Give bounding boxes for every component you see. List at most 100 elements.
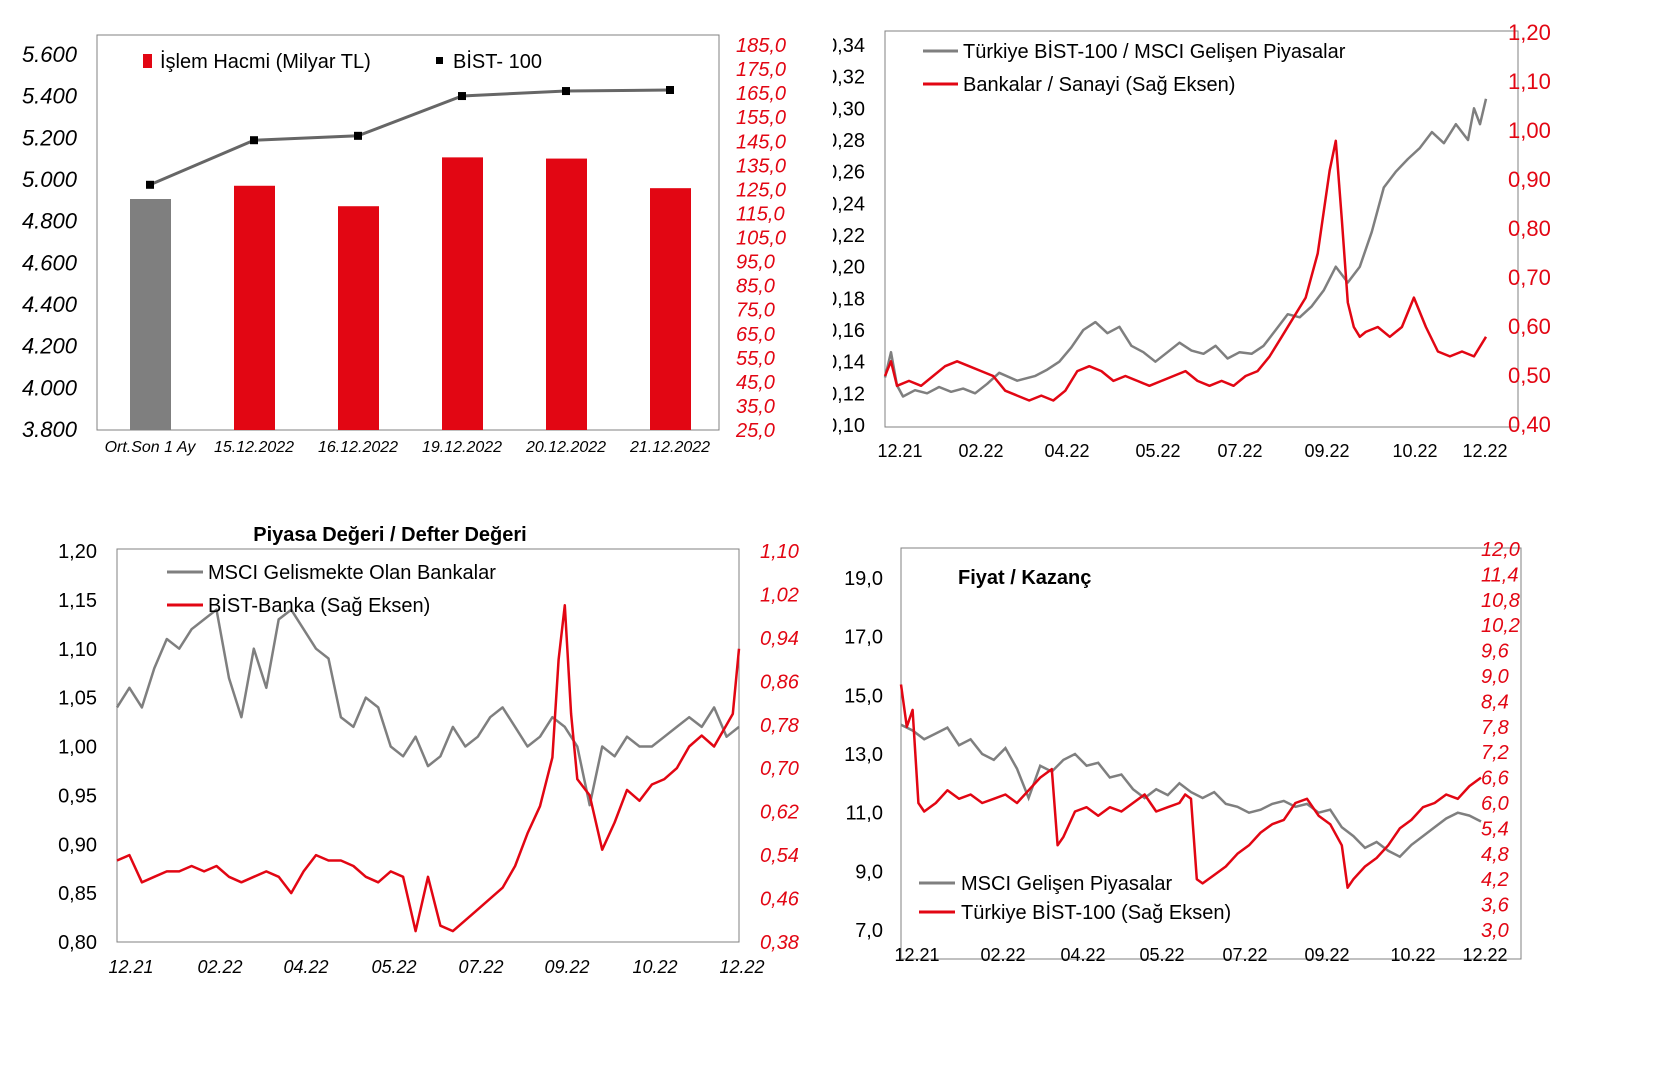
axis-tick-label: 0,12 <box>833 383 865 405</box>
pd-dd-chart: Piyasa Değeri / Defter Değeri 0,800,850,… <box>58 524 800 977</box>
legend-label-bank: BİST-Banka (Sağ Eksen) <box>208 594 430 617</box>
x-tick-label: Ort.Son 1 Ay <box>105 439 197 456</box>
axis-tick-label: 13,0 <box>844 744 883 766</box>
volume-bar <box>650 188 691 430</box>
plot-area-frame <box>900 547 1522 960</box>
axis-tick-label: 95,0 <box>736 252 775 274</box>
axis-tick-label: 0,54 <box>760 845 799 867</box>
series-lines <box>115 604 741 933</box>
axis-tick-label: 0,78 <box>760 715 799 737</box>
axis-tick-label: 0,38 <box>760 932 799 954</box>
bist-bank-line <box>116 604 741 933</box>
x-tick-label: 12.22 <box>1462 441 1507 461</box>
legend: İşlem Hacmi (Milyar TL) BİST- 100 <box>143 50 542 73</box>
axis-tick-label: 0,80 <box>1508 216 1551 241</box>
x-tick-label: 12.21 <box>108 957 153 977</box>
axis-tick-label: 0,95 <box>58 785 97 807</box>
x-tick-label: 02.22 <box>980 945 1025 965</box>
x-tick-label: 10.22 <box>1392 441 1437 461</box>
axis-tick-label: 105,0 <box>736 228 786 250</box>
axis-tick-label: 5.000 <box>22 167 78 192</box>
axis-tick-label: 9,0 <box>855 861 883 883</box>
axis-tick-label: 0,34 <box>833 35 865 57</box>
axis-tick-label: 5.400 <box>22 84 78 109</box>
volume-bar <box>234 185 275 430</box>
plot-area-frame <box>96 34 720 431</box>
axis-tick-label: 4.600 <box>22 250 78 275</box>
axis-tick-label: 10,2 <box>1481 615 1520 637</box>
axis-tick-label: 10,8 <box>1481 590 1520 612</box>
series-lines <box>883 98 1488 402</box>
axis-tick-label: 1,02 <box>760 584 799 606</box>
axis-tick-label: 17,0 <box>844 627 883 649</box>
x-tick-label: 04.22 <box>283 957 328 977</box>
x-axis-labels: 12.21 02.22 04.22 05.22 07.22 09.22 10.22 12.22 <box>108 957 764 977</box>
axis-tick-label: 0,22 <box>833 225 865 247</box>
axis-tick-label: 0,70 <box>1508 265 1551 290</box>
axis-tick-label: 135,0 <box>736 155 786 177</box>
axis-tick-label: 0,26 <box>833 162 865 184</box>
axis-tick-label: 1,10 <box>1508 69 1551 94</box>
axis-tick-label: 0,70 <box>760 758 799 780</box>
x-tick-label: 10.22 <box>632 957 677 977</box>
legend-label-bist: Türkiye BİST-100 (Sağ Eksen) <box>961 901 1231 924</box>
axis-tick-label: 0,32 <box>833 67 865 89</box>
legend: Türkiye BİST-100 / MSCI Gelişen Piyasala… <box>923 40 1346 96</box>
right-axis-ticks: 3,0 3,6 4,2 4,8 5,4 6,0 6,6 7,2 7,8 8,4 9,0 9,6 10,2… <box>1481 539 1520 942</box>
msci-banks-line <box>115 608 740 807</box>
axis-tick-label: 12,0 <box>1481 539 1520 561</box>
x-tick-label: 12.22 <box>719 957 764 977</box>
axis-tick-label: 75,0 <box>736 300 775 322</box>
legend: MSCI Gelişen Piyasalar Türkiye BİST-100 … <box>919 873 1231 924</box>
banks-industry-line <box>883 139 1488 402</box>
ratio-line <box>883 98 1488 398</box>
x-tick-label: 05.22 <box>1139 945 1184 965</box>
axis-tick-label: 7,0 <box>855 920 883 942</box>
x-tick-label: 09.22 <box>1304 945 1349 965</box>
axis-tick-label: 8,4 <box>1481 691 1509 713</box>
axis-tick-label: 125,0 <box>736 179 786 201</box>
islem-hacmi-chart: 3.800 4.000 4.200 4.400 4.600 4.800 5.000 5.200… <box>22 34 786 456</box>
legend-label-ratio: Türkiye BİST-100 / MSCI Gelişen Piyasala… <box>963 40 1346 63</box>
x-tick-label: 16.12.2022 <box>318 439 398 456</box>
axis-tick-label: 0,20 <box>833 257 865 279</box>
axis-tick-label: 11,4 <box>1481 564 1518 586</box>
axis-tick-label: 0,16 <box>833 320 865 342</box>
x-tick-label: 12.21 <box>894 945 939 965</box>
axis-tick-label: 9,0 <box>1481 666 1509 688</box>
legend-label-msci: MSCI Gelişen Piyasalar <box>961 873 1173 895</box>
x-tick-label: 10.22 <box>1390 945 1435 965</box>
axis-tick-label: 5,4 <box>1481 818 1509 840</box>
axis-tick-label: 165,0 <box>736 83 786 105</box>
axis-tick-label: 0,28 <box>833 130 865 152</box>
bist100-point <box>146 180 154 189</box>
x-tick-label: 07.22 <box>1217 441 1262 461</box>
left-axis-ticks: 0,10 0,12 0,14 0,16 0,18 0,20 0,22 0,24 0,26 0,28… <box>833 35 865 437</box>
legend-label-bist: BİST- 100 <box>453 50 542 73</box>
x-axis-labels: 12.21 02.22 04.22 05.22 07.22 09.22 10.22 12.22 <box>894 945 1507 965</box>
x-tick-label: 09.22 <box>544 957 589 977</box>
plot-area-frame <box>116 548 740 943</box>
x-tick-label: 19.12.2022 <box>422 439 502 456</box>
axis-tick-label: 4,2 <box>1481 869 1509 891</box>
axis-tick-label: 25,0 <box>735 420 775 442</box>
axis-tick-label: 19,0 <box>844 568 883 590</box>
axis-tick-label: 7,2 <box>1481 742 1509 764</box>
x-tick-label: 09.22 <box>1304 441 1349 461</box>
axis-tick-label: 0,90 <box>58 834 97 856</box>
axis-tick-label: 0,90 <box>1508 167 1551 192</box>
x-tick-label: 07.22 <box>458 957 503 977</box>
axis-tick-label: 0,30 <box>833 98 865 120</box>
volume-bar <box>338 206 379 430</box>
x-axis-labels: Ort.Son 1 Ay 15.12.2022 16.12.2022 19.12.20… <box>105 439 711 456</box>
axis-tick-label: 6,6 <box>1481 768 1510 790</box>
legend-label-banks: Bankalar / Sanayi (Sağ Eksen) <box>963 74 1235 96</box>
x-tick-label: 02.22 <box>197 957 242 977</box>
axis-tick-label: 0,86 <box>760 671 800 693</box>
volume-bars <box>130 157 691 430</box>
axis-tick-label: 4.200 <box>22 334 78 359</box>
axis-tick-label: 0,46 <box>760 889 800 911</box>
axis-tick-label: 0,62 <box>760 802 799 824</box>
plot-area-frame <box>884 30 1519 428</box>
